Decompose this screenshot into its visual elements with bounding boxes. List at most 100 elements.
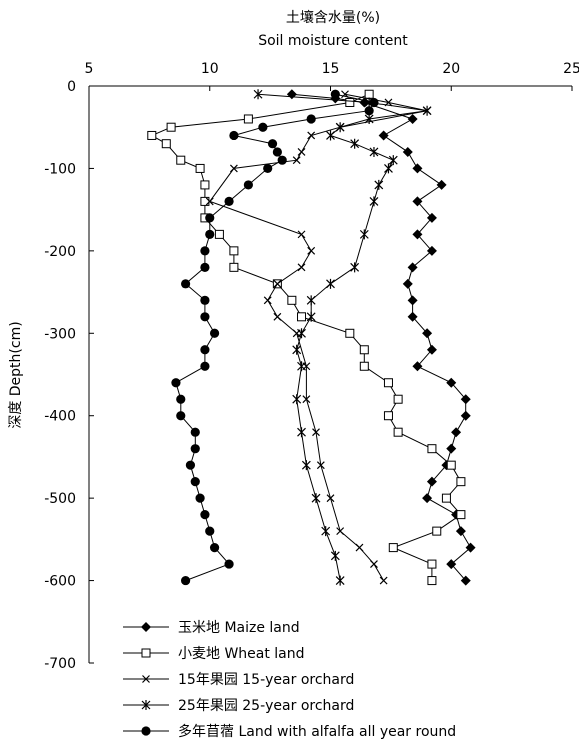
data-point: [359, 361, 369, 371]
series-5: [171, 89, 379, 586]
data-point: [345, 97, 355, 107]
data-point: [296, 327, 307, 339]
data-point: [407, 113, 418, 124]
data-point: [176, 394, 186, 404]
x-tick-label: 10: [201, 61, 219, 77]
data-point: [195, 493, 205, 503]
x-tick-label: 25: [563, 61, 579, 77]
data-point: [311, 492, 321, 504]
data-point: [190, 477, 200, 487]
legend-label: 15年果园 15-year orchard: [178, 672, 354, 688]
series-1: [286, 89, 476, 586]
x-tick-label: 15: [322, 61, 340, 77]
y-tick-label: -700: [44, 656, 76, 672]
data-point: [267, 139, 278, 149]
data-point: [297, 147, 306, 157]
data-point: [364, 89, 374, 99]
series-line: [257, 93, 428, 581]
data-point: [436, 179, 447, 190]
data-point: [229, 246, 239, 256]
data-point: [185, 460, 196, 470]
data-point: [374, 179, 384, 191]
data-point: [335, 574, 345, 587]
data-point: [427, 444, 437, 454]
series-line: [175, 93, 375, 582]
data-point: [200, 180, 210, 190]
data-point: [209, 543, 220, 553]
legend-label: 25年果园 25-year orchard: [178, 698, 354, 714]
data-point: [455, 526, 466, 537]
data-point: [200, 246, 210, 256]
data-point: [181, 575, 191, 586]
data-point: [326, 494, 335, 503]
data-point: [306, 294, 316, 306]
data-point: [200, 312, 210, 322]
legend-label: 多年苜蓿 Land with alfalfa all year round: [178, 723, 456, 740]
legend-marker: [141, 648, 151, 658]
data-point: [306, 311, 316, 323]
data-point: [200, 345, 210, 355]
legend-label: 小麦地 Wheat land: [178, 646, 305, 662]
data-point: [147, 130, 157, 140]
data-point: [297, 230, 306, 239]
data-point: [345, 328, 355, 338]
data-point: [224, 559, 234, 569]
series-layer: [147, 88, 476, 587]
data-point: [263, 163, 273, 174]
data-point: [336, 527, 345, 536]
data-point: [355, 543, 364, 552]
data-point: [171, 378, 181, 388]
legend-item: 15年果园 15-year orchard: [123, 672, 354, 688]
legend-item: 多年苜蓿 Land with alfalfa all year round: [123, 723, 456, 740]
data-point: [383, 162, 394, 175]
data-point: [181, 279, 191, 289]
data-point: [190, 427, 200, 437]
data-point: [330, 550, 340, 562]
legend: 玉米地 Maize land 小麦地 Wheat land 15年果园 15-yea…: [123, 620, 456, 740]
data-point: [369, 559, 379, 569]
data-point: [369, 97, 379, 108]
legend-label: 玉米地 Maize land: [178, 620, 300, 636]
data-point: [325, 278, 336, 290]
data-point: [301, 459, 311, 471]
y-tick-label: -500: [44, 491, 76, 507]
data-point: [359, 228, 369, 240]
data-point: [306, 114, 316, 124]
x-tick-label: 5: [85, 61, 94, 77]
data-point: [432, 526, 442, 536]
data-point: [176, 155, 186, 165]
data-point: [307, 246, 316, 255]
data-point: [383, 378, 393, 388]
data-point: [200, 361, 210, 371]
data-point: [393, 427, 403, 437]
data-point: [456, 510, 466, 520]
data-point: [272, 147, 282, 157]
data-point: [200, 262, 210, 272]
data-point: [350, 138, 360, 150]
data-point: [388, 154, 398, 166]
data-point: [378, 130, 389, 141]
y-tick-label: 0: [67, 79, 76, 95]
y-tick-label: -100: [44, 161, 76, 177]
data-point: [166, 122, 176, 132]
data-point: [195, 163, 205, 173]
data-point: [287, 295, 297, 305]
data-point: [292, 393, 302, 405]
y-tick-label: -300: [44, 326, 76, 342]
data-point: [273, 312, 282, 321]
data-point: [402, 278, 413, 289]
data-point: [427, 576, 437, 586]
chart-title-cn: 土壤含水量(%): [286, 9, 380, 26]
legend-marker: [141, 622, 151, 632]
legend-item: 小麦地 Wheat land: [123, 646, 305, 662]
data-point: [229, 262, 239, 272]
data-point: [456, 477, 466, 487]
data-point: [364, 106, 374, 116]
data-point: [388, 543, 398, 553]
data-point: [205, 213, 215, 223]
data-point: [369, 146, 379, 158]
data-point: [369, 195, 379, 207]
data-point: [335, 121, 345, 133]
data-point: [321, 525, 331, 537]
data-point: [330, 89, 340, 99]
